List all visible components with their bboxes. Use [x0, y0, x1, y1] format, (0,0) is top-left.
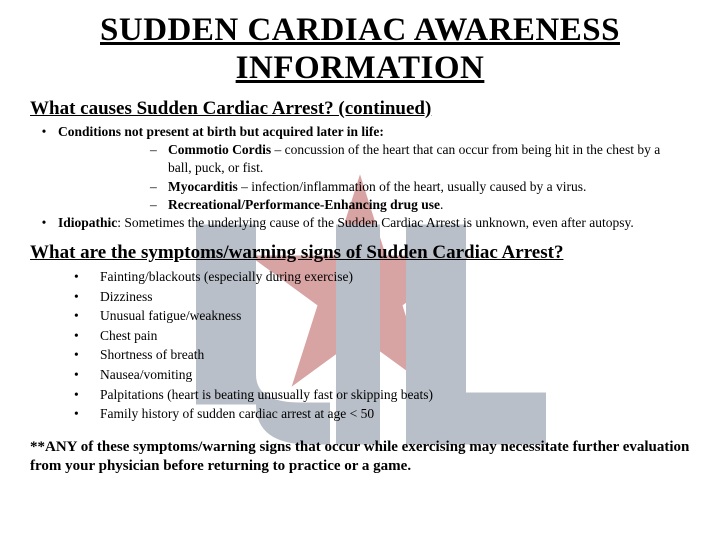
symptom-text: Dizziness: [100, 287, 152, 307]
sub3-rest: .: [440, 197, 443, 212]
symptom-item: •Chest pain: [30, 326, 690, 346]
symptom-item: •Dizziness: [30, 287, 690, 307]
section2-heading: What are the symptoms/warning signs of S…: [30, 242, 690, 264]
bullet-icon: •: [74, 345, 100, 365]
sub3-term: Recreational/Performance-Enhancing drug …: [168, 197, 440, 212]
footer-note: **ANY of these symptoms/warning signs th…: [30, 438, 690, 477]
causes-item-2: • Idiopathic: Sometimes the underlying c…: [30, 214, 690, 232]
symptoms-list: •Fainting/blackouts (especially during e…: [30, 267, 690, 424]
page-title: SUDDEN CARDIAC AWARENESS INFORMATION: [30, 12, 690, 88]
item2-term: Idiopathic: [58, 215, 117, 230]
symptom-text: Unusual fatigue/weakness: [100, 306, 241, 326]
dash-icon: –: [150, 178, 168, 196]
symptom-text: Palpitations (heart is beating unusually…: [100, 385, 433, 405]
symptom-item: •Palpitations (heart is beating unusuall…: [30, 385, 690, 405]
bullet-icon: •: [74, 287, 100, 307]
sub2-term: Myocarditis: [168, 179, 238, 194]
causes-sub-1: – Commotio Cordis – concussion of the he…: [30, 141, 690, 177]
causes-sub-2: – Myocarditis – infection/inflammation o…: [30, 178, 690, 196]
bullet-icon: •: [74, 326, 100, 346]
symptom-text: Family history of sudden cardiac arrest …: [100, 404, 374, 424]
causes-item-1-text: Conditions not present at birth but acqu…: [58, 124, 384, 139]
bullet-icon: •: [74, 404, 100, 424]
item2-rest: : Sometimes the underlying cause of the …: [117, 215, 634, 230]
symptom-item: •Nausea/vomiting: [30, 365, 690, 385]
symptom-item: •Shortness of breath: [30, 345, 690, 365]
bullet-icon: •: [74, 385, 100, 405]
dash-icon: –: [150, 141, 168, 177]
causes-item-1: • Conditions not present at birth but ac…: [30, 123, 690, 141]
bullet-icon: •: [74, 365, 100, 385]
symptom-item: •Family history of sudden cardiac arrest…: [30, 404, 690, 424]
symptom-text: Nausea/vomiting: [100, 365, 192, 385]
bullet-icon: •: [30, 123, 58, 141]
dash-icon: –: [150, 196, 168, 214]
symptom-item: •Unusual fatigue/weakness: [30, 306, 690, 326]
symptom-item: •Fainting/blackouts (especially during e…: [30, 267, 690, 287]
bullet-icon: •: [30, 214, 58, 232]
symptom-text: Shortness of breath: [100, 345, 204, 365]
sub2-rest: – infection/inflammation of the heart, u…: [238, 179, 587, 194]
section1-heading: What causes Sudden Cardiac Arrest? (cont…: [30, 98, 690, 120]
symptom-text: Fainting/blackouts (especially during ex…: [100, 267, 353, 287]
bullet-icon: •: [74, 267, 100, 287]
bullet-icon: •: [74, 306, 100, 326]
document-content: SUDDEN CARDIAC AWARENESS INFORMATION Wha…: [0, 0, 720, 487]
symptom-text: Chest pain: [100, 326, 157, 346]
sub1-term: Commotio Cordis: [168, 142, 271, 157]
causes-sub-3: – Recreational/Performance-Enhancing dru…: [30, 196, 690, 214]
